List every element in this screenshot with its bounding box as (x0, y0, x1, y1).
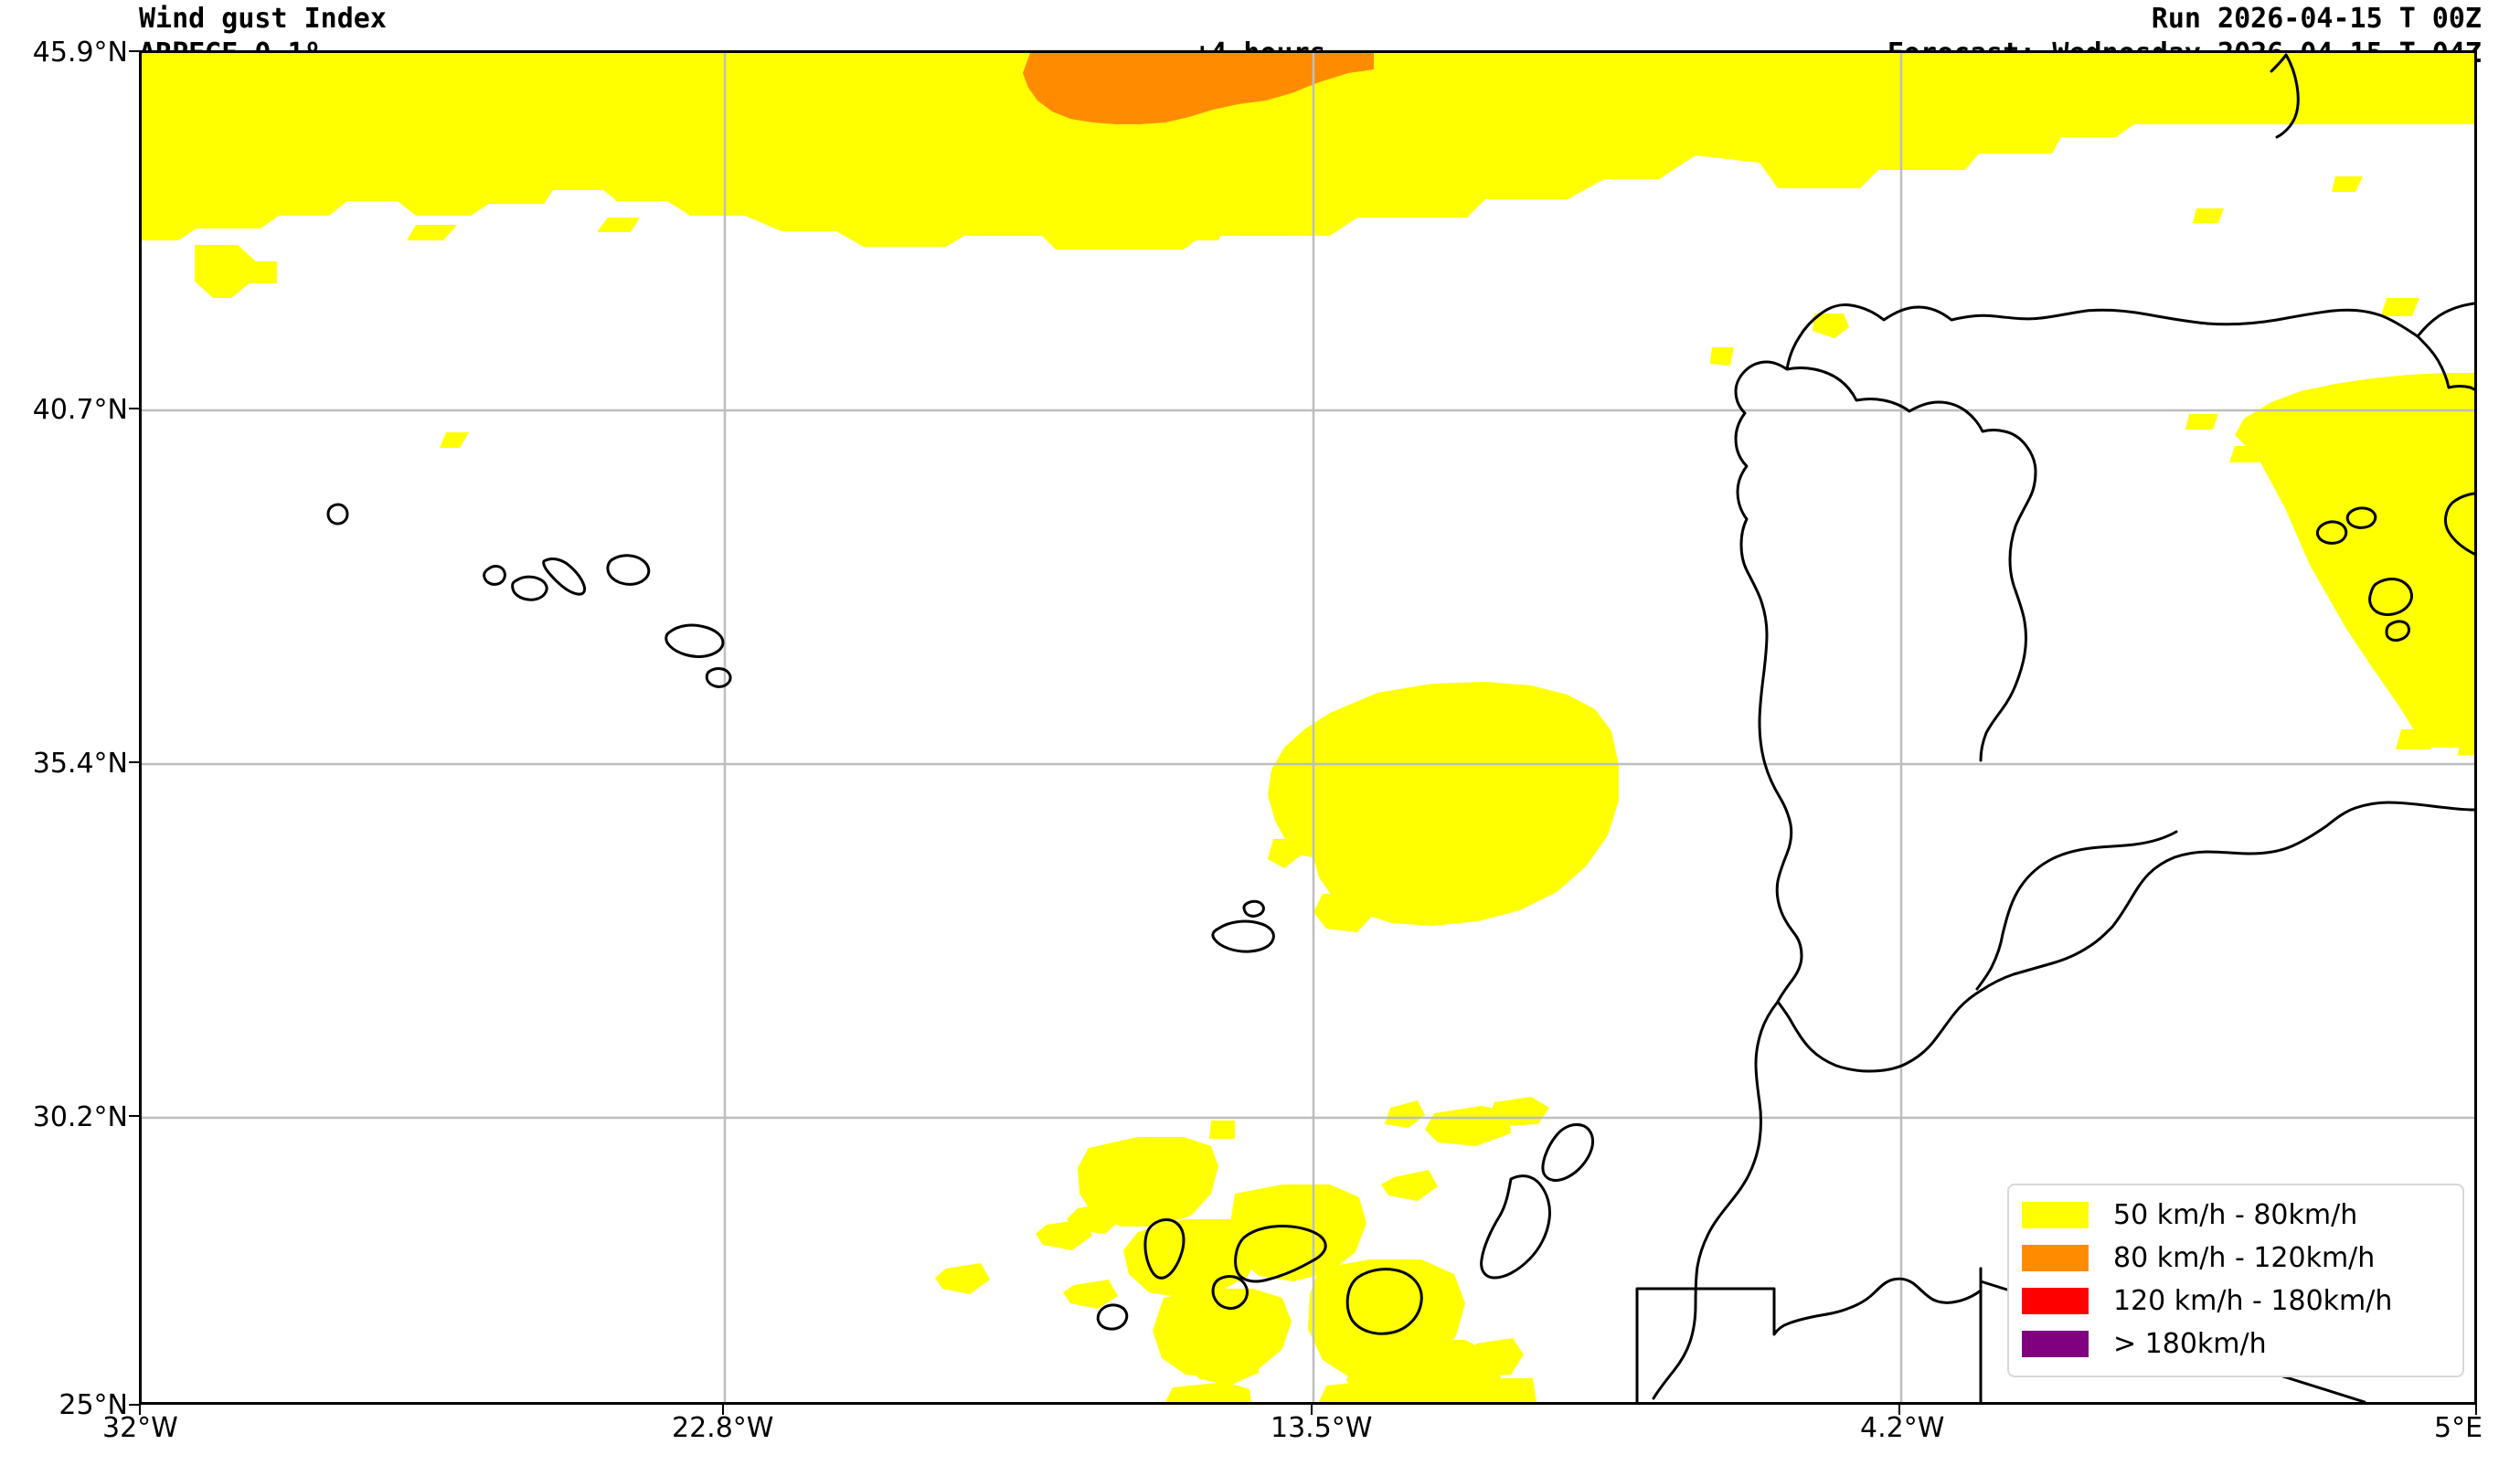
island-la-gomera (1211, 1275, 1249, 1310)
x-tick-mark-2 (1311, 1405, 1313, 1415)
coastline-balearics (2368, 492, 2474, 642)
legend-label-50-80: 50 km/h - 80km/h (2113, 1199, 2358, 1231)
map-plot-area[interactable]: 50 km/h - 80km/h 80 km/h - 120km/h 120 k… (139, 50, 2477, 1405)
coastline-layer (326, 53, 2474, 1402)
legend-label-80-120: 80 km/h - 120km/h (2113, 1242, 2376, 1274)
legend-swatch-120-180 (2022, 1288, 2089, 1314)
map-graphic (142, 53, 2474, 1402)
y-tick-mark-1 (129, 408, 139, 409)
coastline-north-africa (1776, 801, 2474, 1073)
island-porto-santo (1242, 899, 1265, 918)
x-tick-label-2: 13.5°W (1271, 1412, 1373, 1444)
legend-label-gt-180: > 180km/h (2113, 1328, 2267, 1360)
coastline-portugal-border (1785, 366, 2037, 762)
x-tick-mark-3 (1898, 1405, 1900, 1415)
island-la-palma (1143, 1218, 1186, 1280)
island-mallorca (2444, 492, 2474, 556)
island-el-hierro (1096, 1303, 1129, 1331)
graticule-grid (142, 53, 2474, 1402)
legend-swatch-50-80 (2022, 1202, 2089, 1228)
coastline-iberia (1818, 302, 2474, 338)
y-tick-mark-4 (129, 1404, 139, 1406)
coastline-france-north (2270, 53, 2300, 139)
legend-swatch-80-120 (2022, 1245, 2089, 1271)
coastline-azores (326, 503, 732, 688)
y-tick-mark-0 (129, 50, 139, 52)
y-tick-label-4: 25°N (58, 1389, 128, 1421)
x-tick-mark-1 (722, 1405, 724, 1415)
x-tick-mark-0 (139, 1405, 141, 1415)
island-small-atlantic-2 (2345, 506, 2377, 529)
x-tick-label-0: 32°W (102, 1412, 178, 1444)
x-tick-label-3: 4.2°W (1860, 1412, 1945, 1444)
coastline-gulf-of-lion (2416, 335, 2474, 391)
legend-label-120-180: 120 km/h - 180km/h (2113, 1285, 2393, 1317)
map-canvas (142, 53, 2474, 1402)
legend-box: 50 km/h - 80km/h 80 km/h - 120km/h 120 k… (2007, 1184, 2464, 1377)
y-tick-mark-3 (129, 1115, 139, 1117)
y-tick-mark-2 (129, 761, 139, 763)
gust-layer-80-120 (1023, 53, 1374, 124)
y-tick-label-1: 40.7°N (32, 394, 128, 426)
island-ibiza (2368, 578, 2413, 616)
legend-row: > 180km/h (2022, 1323, 2450, 1365)
legend-row: 120 km/h - 180km/h (2022, 1280, 2450, 1323)
map-title: Wind gust Index (139, 3, 387, 35)
legend-swatch-gt-180 (2022, 1331, 2089, 1357)
coastline-canaries (1096, 1122, 1595, 1335)
island-lanzarote (1541, 1122, 1595, 1182)
island-gran-canaria (1345, 1268, 1423, 1335)
island-formentera (2385, 620, 2410, 642)
island-small-atlantic-1 (2315, 520, 2348, 545)
island-fuerteventura (1480, 1174, 1551, 1280)
y-tick-label-2: 35.4°N (32, 748, 128, 780)
y-tick-label-0: 45.9°N (32, 37, 128, 69)
coastline-morocco-atlantic (1652, 1000, 1780, 1400)
x-tick-label-1: 22.8°W (672, 1412, 774, 1444)
x-tick-mark-4 (2475, 1405, 2477, 1415)
y-tick-label-3: 30.2°N (32, 1101, 128, 1133)
island-tenerife (1234, 1225, 1327, 1283)
coastline-iberia-west (1734, 313, 1822, 1004)
run-timestamp: Run 2026-04-15 T 00Z (2151, 3, 2482, 35)
border-morocco-algeria (1975, 830, 2178, 991)
coastline-madeira (1211, 919, 1275, 953)
legend-row: 50 km/h - 80km/h (2022, 1194, 2450, 1237)
x-tick-label-4: 5°E (2434, 1412, 2483, 1444)
legend-row: 80 km/h - 120km/h (2022, 1237, 2450, 1280)
border-western-sahara (1635, 1267, 1983, 1402)
